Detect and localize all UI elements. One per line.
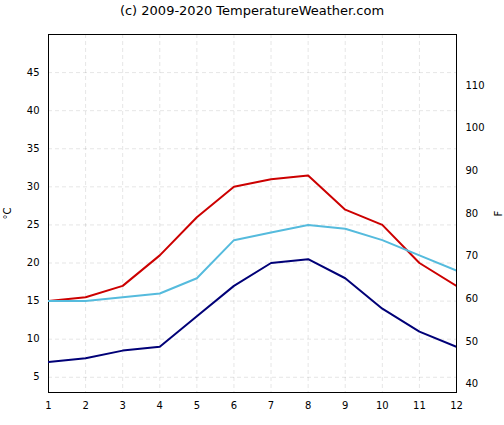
svg-text:8: 8 [305,400,311,411]
svg-text:6: 6 [231,400,237,411]
svg-text:90: 90 [466,165,479,176]
svg-text:11: 11 [413,400,426,411]
svg-text:F: F [493,210,504,216]
svg-text:20: 20 [27,257,40,268]
svg-text:30: 30 [27,181,40,192]
svg-text:3: 3 [119,400,125,411]
svg-text:5: 5 [194,400,200,411]
svg-text:4: 4 [157,400,163,411]
svg-text:10: 10 [376,400,389,411]
svg-text:70: 70 [466,250,479,261]
svg-text:9: 9 [342,400,348,411]
svg-text:40: 40 [466,378,479,389]
svg-text:15: 15 [27,295,40,306]
svg-text:100: 100 [466,122,485,133]
svg-text:35: 35 [27,143,40,154]
svg-text:60: 60 [466,293,479,304]
svg-text:80: 80 [466,208,479,219]
svg-text:110: 110 [466,80,485,91]
svg-text:10: 10 [27,333,40,344]
svg-text:7: 7 [268,400,274,411]
svg-text:40: 40 [27,105,40,116]
svg-text:45: 45 [27,67,40,78]
svg-text:50: 50 [466,336,479,347]
svg-text:12: 12 [450,400,463,411]
svg-text:2: 2 [82,400,88,411]
svg-text:1: 1 [45,400,51,411]
svg-text:5: 5 [33,371,39,382]
svg-text:°C: °C [2,207,13,219]
svg-text:25: 25 [27,219,40,230]
html-text:(c) 2009-2020 TemperatureWeath: (c) 2009-2020 TemperatureWeather.com [119,3,385,18]
